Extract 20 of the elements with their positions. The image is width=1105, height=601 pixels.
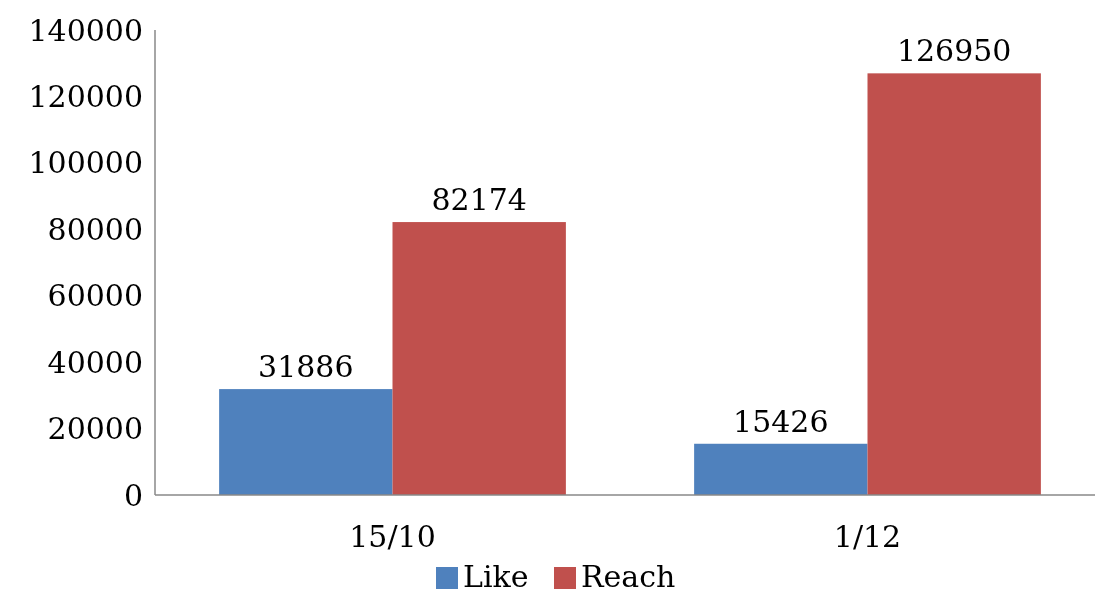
data-label: 15426 [733, 403, 829, 439]
bar [219, 389, 393, 495]
data-label: 126950 [896, 33, 1012, 69]
bar [867, 73, 1041, 495]
bar [392, 222, 566, 495]
x-tick-label: 15/10 [349, 519, 436, 554]
y-tick-label: 80000 [47, 211, 143, 247]
legend-label: Like [463, 559, 529, 594]
y-tick-label: 60000 [47, 278, 143, 314]
y-tick-label: 120000 [28, 78, 143, 114]
x-tick-label: 1/12 [833, 519, 902, 554]
y-tick-label: 100000 [28, 145, 143, 181]
y-tick-label: 0 [123, 477, 143, 513]
y-tick-label: 40000 [47, 344, 143, 380]
legend-label: Reach [581, 559, 676, 594]
bar [694, 443, 868, 495]
y-tick-label: 140000 [28, 12, 143, 48]
data-label: 82174 [431, 182, 527, 218]
data-label: 31886 [258, 349, 354, 385]
y-tick-label: 20000 [47, 411, 143, 447]
